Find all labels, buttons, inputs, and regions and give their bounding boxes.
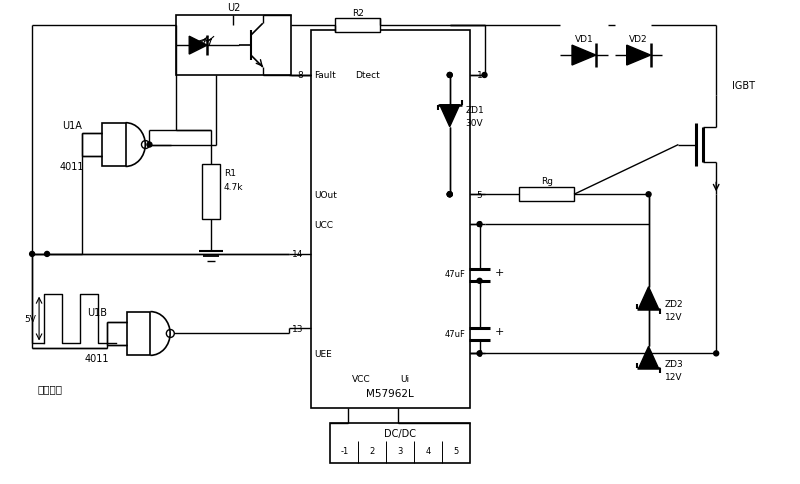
Text: 8: 8	[298, 71, 303, 80]
Bar	[310, 31, 470, 408]
Text: ZD1: ZD1	[466, 106, 484, 115]
Text: Rg: Rg	[541, 177, 553, 185]
Circle shape	[45, 252, 50, 257]
Bar	[519, 188, 574, 202]
Circle shape	[482, 73, 487, 78]
Bar	[202, 165, 220, 220]
Bar	[330, 423, 470, 463]
Polygon shape	[440, 106, 460, 127]
Bar	[102, 123, 126, 167]
Circle shape	[447, 73, 452, 78]
Text: 4011: 4011	[85, 354, 109, 363]
Bar	[126, 312, 150, 356]
Text: 3: 3	[398, 446, 402, 455]
Text: VD2: VD2	[630, 34, 648, 44]
Text: 6: 6	[477, 349, 482, 358]
Polygon shape	[626, 46, 650, 66]
Circle shape	[447, 192, 452, 197]
Circle shape	[477, 222, 482, 227]
Text: UCC: UCC	[314, 220, 334, 229]
Text: DC/DC: DC/DC	[384, 428, 416, 438]
Text: 4.7k: 4.7k	[224, 182, 243, 192]
Text: 12V: 12V	[665, 372, 682, 381]
Text: 2: 2	[370, 446, 374, 455]
Text: U1B: U1B	[86, 307, 106, 317]
Circle shape	[477, 279, 482, 284]
Text: 13: 13	[292, 324, 303, 333]
Text: 5: 5	[477, 190, 482, 199]
Text: 4: 4	[477, 220, 482, 229]
Text: 5: 5	[453, 446, 458, 455]
Circle shape	[447, 73, 452, 78]
Text: +: +	[494, 327, 504, 337]
Text: 4: 4	[426, 446, 430, 455]
Bar	[335, 19, 380, 33]
Text: 47uF: 47uF	[445, 270, 466, 279]
Text: IGBT: IGBT	[731, 81, 754, 91]
Polygon shape	[190, 37, 207, 55]
Text: M57962L: M57962L	[366, 388, 414, 398]
Circle shape	[714, 351, 718, 356]
Polygon shape	[572, 46, 596, 66]
Text: 5V: 5V	[24, 315, 36, 323]
Text: -1: -1	[340, 446, 349, 455]
Text: VCC: VCC	[352, 374, 371, 383]
Text: VD1: VD1	[574, 34, 594, 44]
Text: U2: U2	[226, 3, 240, 14]
Circle shape	[646, 192, 651, 197]
Text: 4011: 4011	[60, 162, 84, 172]
Text: UEE: UEE	[314, 349, 332, 358]
Text: R2: R2	[352, 9, 364, 18]
Circle shape	[147, 143, 152, 148]
Text: +: +	[494, 267, 504, 277]
Circle shape	[477, 351, 482, 356]
Text: Dtect: Dtect	[355, 71, 380, 80]
Text: Fault: Fault	[314, 71, 336, 80]
Circle shape	[447, 192, 452, 197]
Text: Ui: Ui	[400, 374, 409, 383]
Text: ZD3: ZD3	[665, 359, 683, 368]
Circle shape	[646, 351, 651, 356]
Text: 12V: 12V	[665, 313, 682, 321]
Text: 47uF: 47uF	[445, 329, 466, 338]
Text: R1: R1	[224, 168, 236, 178]
Polygon shape	[638, 287, 658, 309]
Circle shape	[447, 192, 452, 197]
Polygon shape	[638, 347, 658, 368]
Text: UOut: UOut	[314, 190, 338, 199]
Bar	[176, 16, 290, 76]
Text: U1A: U1A	[62, 121, 82, 130]
Text: 驱动输入: 驱动输入	[37, 383, 62, 393]
Circle shape	[30, 252, 34, 257]
Text: 14: 14	[292, 250, 303, 259]
Text: 30V: 30V	[466, 119, 483, 128]
Text: ZD2: ZD2	[665, 300, 683, 308]
Text: 1: 1	[477, 71, 482, 80]
